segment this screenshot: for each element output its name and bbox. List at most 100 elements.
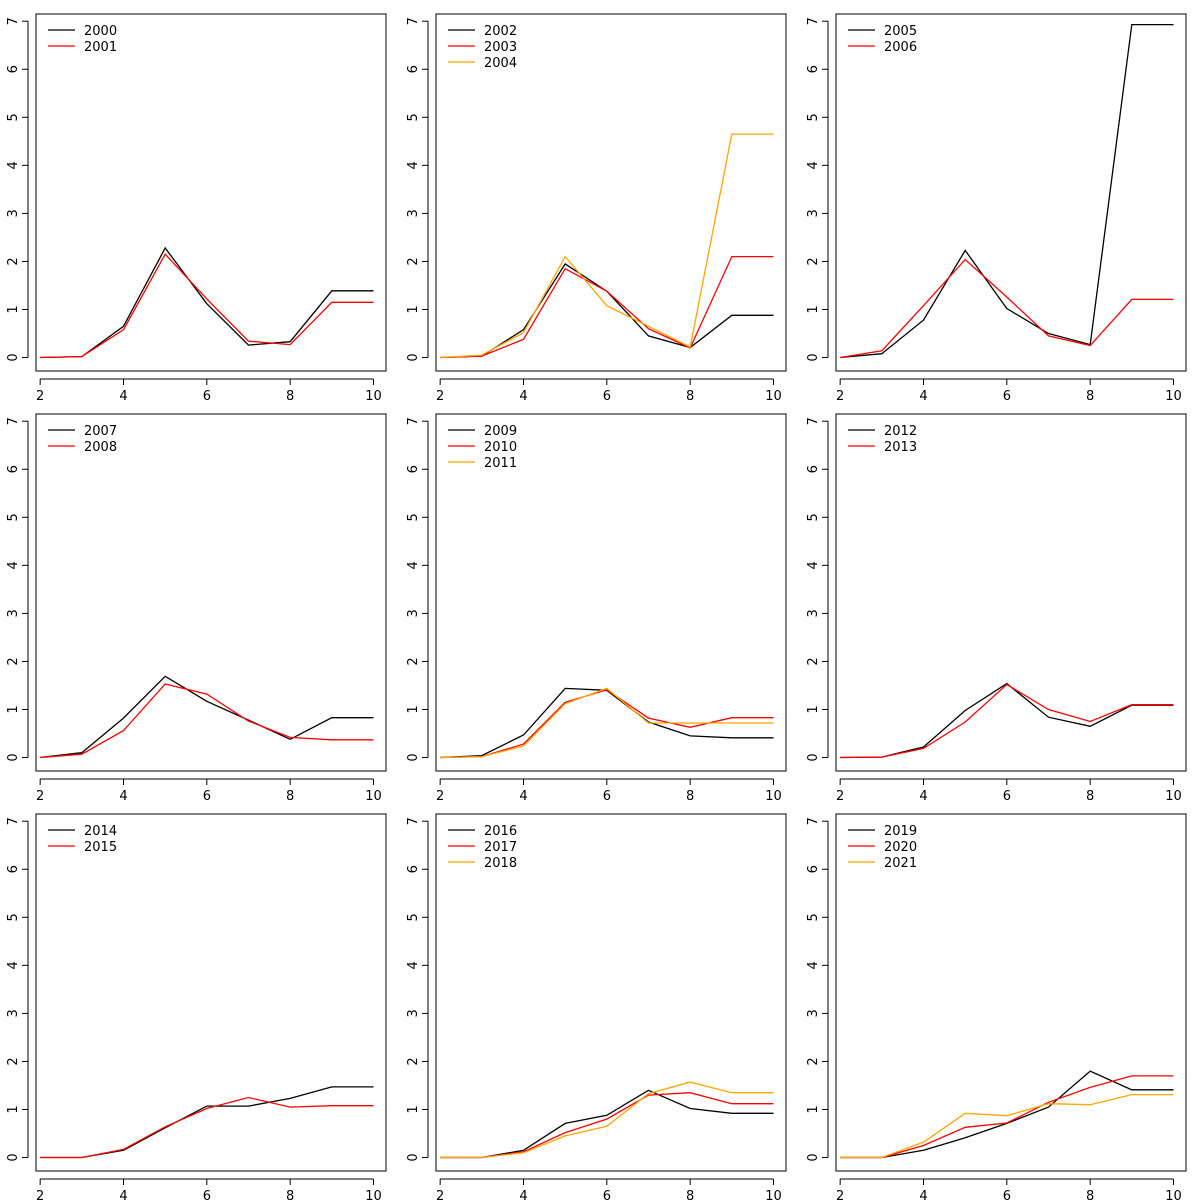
y-tick-label: 6 [406, 65, 421, 73]
x-tick-label: 4 [519, 1189, 527, 1200]
y-tick-label: 4 [406, 161, 421, 169]
y-tick-label: 3 [806, 1009, 821, 1017]
legend-label: 2007 [84, 424, 117, 439]
x-tick-label: 2 [836, 389, 844, 404]
series-line-2001 [40, 253, 374, 359]
y-tick-label: 2 [6, 657, 21, 665]
x-tick-label: 10 [365, 1189, 382, 1200]
series-line-2007 [40, 675, 374, 759]
legend-label: 2011 [484, 456, 517, 471]
y-tick-label: 2 [6, 1057, 21, 1065]
y-tick-label: 6 [6, 465, 21, 473]
x-tick-label: 10 [765, 789, 782, 804]
x-tick-label: 4 [919, 1189, 927, 1200]
y-tick-label: 5 [406, 913, 421, 921]
x-tick-label: 4 [919, 389, 927, 404]
y-tick-label: 5 [806, 913, 821, 921]
y-tick-label: 2 [806, 657, 821, 665]
legend-label: 2006 [884, 40, 917, 55]
x-tick-label: 2 [836, 789, 844, 804]
legend-label: 2004 [484, 56, 517, 71]
x-tick-label: 6 [203, 789, 211, 804]
legend-label: 2008 [84, 440, 117, 455]
x-tick-label: 6 [603, 789, 611, 804]
series-line-2008 [40, 683, 374, 759]
series-line-2017 [440, 1092, 774, 1159]
series-line-2018 [440, 1081, 774, 1159]
y-tick-label: 7 [406, 17, 421, 25]
y-tick-label: 6 [406, 865, 421, 873]
y-tick-label: 6 [806, 65, 821, 73]
y-tick-label: 0 [6, 753, 21, 761]
x-tick-label: 6 [603, 389, 611, 404]
y-tick-label: 3 [406, 209, 421, 217]
y-tick-label: 7 [406, 817, 421, 825]
x-tick-label: 2 [36, 389, 44, 404]
y-tick-label: 6 [6, 865, 21, 873]
y-tick-label: 6 [6, 65, 21, 73]
legend-label: 2003 [484, 40, 517, 55]
y-tick-label: 6 [406, 465, 421, 473]
y-tick-label: 1 [406, 1105, 421, 1113]
x-tick-label: 10 [765, 1189, 782, 1200]
y-tick-label: 5 [406, 113, 421, 121]
legend-label: 2021 [884, 856, 917, 871]
y-tick-label: 2 [806, 257, 821, 265]
plot-area [435, 13, 787, 372]
y-tick-label: 5 [806, 513, 821, 521]
x-tick-label: 8 [686, 389, 694, 404]
legend-label: 2016 [484, 824, 517, 839]
series-line-2014 [40, 1086, 374, 1159]
y-tick-label: 5 [6, 513, 21, 521]
y-tick-label: 5 [6, 913, 21, 921]
x-tick-label: 2 [436, 1189, 444, 1200]
y-tick-label: 0 [406, 1153, 421, 1161]
legend-label: 2014 [84, 824, 117, 839]
legend-label: 2000 [84, 24, 117, 39]
x-tick-label: 10 [365, 789, 382, 804]
y-tick-label: 0 [806, 753, 821, 761]
y-tick-label: 3 [6, 209, 21, 217]
x-tick-label: 2 [436, 389, 444, 404]
y-tick-label: 3 [6, 1009, 21, 1017]
legend-label: 2020 [884, 840, 917, 855]
legend-label: 2019 [884, 824, 917, 839]
legend-label: 2012 [884, 424, 917, 439]
x-tick-label: 8 [286, 389, 294, 404]
y-tick-label: 0 [406, 753, 421, 761]
x-tick-label: 8 [1086, 1189, 1094, 1200]
series-line-2004 [440, 133, 774, 359]
x-tick-label: 4 [519, 389, 527, 404]
y-tick-label: 5 [6, 113, 21, 121]
y-tick-label: 4 [6, 961, 21, 969]
legend-label: 2001 [84, 40, 117, 55]
x-tick-label: 8 [286, 789, 294, 804]
series-line-2005 [840, 23, 1174, 359]
series-line-2020 [840, 1075, 1174, 1159]
y-tick-label: 7 [6, 417, 21, 425]
x-tick-label: 10 [365, 389, 382, 404]
x-tick-label: 2 [836, 1189, 844, 1200]
x-tick-label: 8 [1086, 389, 1094, 404]
x-tick-label: 4 [119, 1189, 127, 1200]
y-tick-label: 7 [6, 817, 21, 825]
y-tick-label: 3 [6, 609, 21, 617]
plot-area [835, 813, 1187, 1172]
y-tick-label: 1 [406, 705, 421, 713]
series-line-2000 [40, 246, 374, 359]
y-tick-label: 7 [806, 17, 821, 25]
x-tick-label: 6 [1003, 389, 1011, 404]
series-line-2003 [440, 255, 774, 359]
y-tick-label: 1 [6, 705, 21, 713]
y-tick-label: 0 [6, 1153, 21, 1161]
y-tick-label: 7 [806, 417, 821, 425]
y-tick-label: 5 [406, 513, 421, 521]
y-tick-label: 1 [6, 305, 21, 313]
series-line-2002 [440, 262, 774, 359]
x-tick-label: 10 [765, 389, 782, 404]
